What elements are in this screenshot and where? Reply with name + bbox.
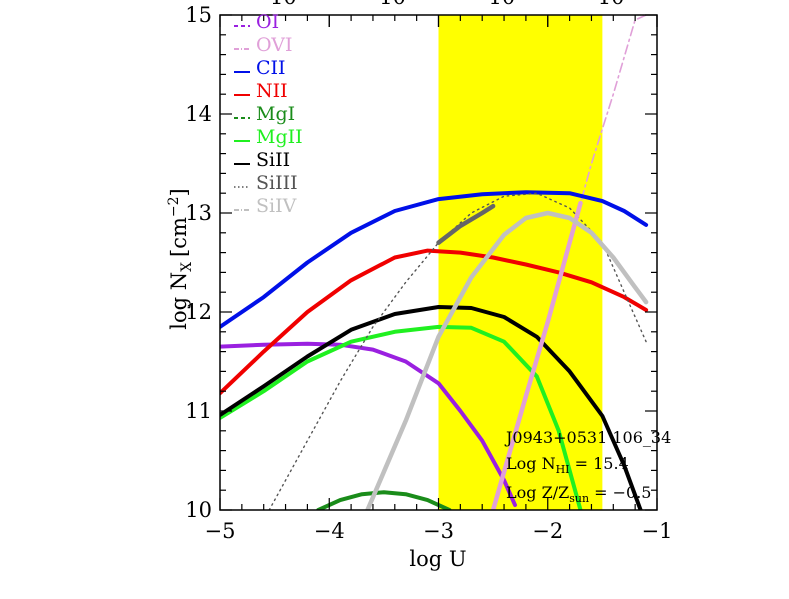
legend-label-oi: OI	[256, 11, 279, 33]
legend-label-ovi: OVI	[256, 34, 292, 56]
y-tick-label: 13	[185, 201, 212, 225]
y-tick-label: 11	[185, 399, 212, 423]
y-axis-title: log NX [cm−2]	[166, 188, 195, 330]
annotation-line-2-sub: HI	[556, 463, 570, 476]
y-axis-title-unit-sup: −2	[166, 196, 182, 217]
ticks-layer: −5 −4 −3 −2 −1 10 11 12 13 14 15 10 10 10 10	[185, 0, 672, 543]
annotation-line-2-prefix: Log N	[506, 454, 556, 473]
x-tick-label: −5	[205, 519, 236, 543]
series-line-cii	[220, 190, 649, 329]
highlight-segment-siiv	[365, 210, 649, 510]
y-axis-title-unit: [cm	[167, 217, 191, 257]
y-axis-title-main: log N	[167, 272, 191, 330]
y-tick-label: 10	[185, 498, 212, 522]
highlight-segment-siiii	[436, 203, 496, 245]
top-tick-label: 10	[270, 0, 297, 9]
annotation-line-2-value: = 15.4	[570, 454, 629, 473]
top-tick-label: 10	[488, 0, 515, 9]
legend-label-siiii: SiIII	[256, 172, 298, 194]
legend-label-nii: NII	[256, 80, 288, 102]
series-line-mgii	[220, 324, 583, 510]
legend-label-siiv: SiIV	[256, 195, 297, 217]
legend-label-siii: SiII	[256, 149, 290, 171]
legend-label-mgi: MgI	[256, 103, 295, 125]
series-line-nii	[220, 248, 649, 396]
series-layer	[220, 15, 649, 510]
annotation-block: J0943+0531 106_34 Log NHI = 15.4 Log Z/Z…	[504, 428, 671, 505]
series-line-mgi	[316, 490, 452, 510]
top-tick-label: 10	[379, 0, 406, 9]
y-axis-title-sub: X	[179, 262, 195, 272]
annotation-line-2: Log NHI = 15.4	[506, 454, 629, 476]
x-tick-label: −4	[314, 519, 345, 543]
x-axis-title: log U	[409, 547, 466, 571]
x-tick-label: −3	[423, 519, 454, 543]
x-tick-label: −2	[532, 519, 563, 543]
top-tick-label: 10	[598, 0, 625, 9]
series-line-oi	[220, 341, 517, 507]
y-axis-title-unit-close: ]	[167, 188, 191, 196]
y-tick-label: 15	[185, 3, 212, 27]
annotation-line-3-value: = −0.5	[589, 483, 651, 502]
annotation-line-3-sub: sun	[569, 492, 589, 505]
highlight-segment-ovi	[490, 200, 583, 510]
annotation-line-3: Log Z/Zsun = −0.5	[506, 483, 651, 505]
y-tick-label: 14	[185, 102, 212, 126]
y-tick-label: 12	[185, 300, 212, 324]
annotation-line-3-prefix: Log Z/Z	[506, 483, 569, 502]
legend-label-mgii: MgII	[256, 126, 303, 148]
series-line-siii	[220, 305, 643, 510]
annotation-line-1: J0943+0531 106_34	[504, 428, 671, 447]
legend-label-cii: CII	[256, 57, 286, 79]
x-tick-label: −1	[642, 519, 673, 543]
